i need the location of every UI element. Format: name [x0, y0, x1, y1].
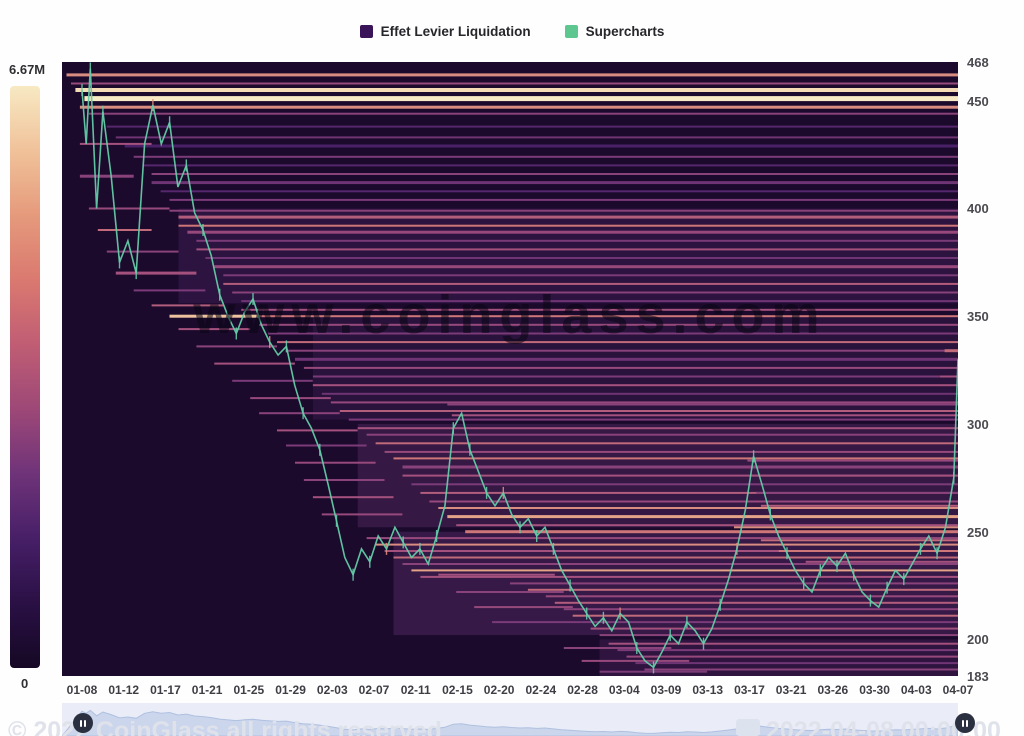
x-tick-label: 03-26 [817, 683, 849, 697]
legend-label-supercharts: Supercharts [585, 24, 665, 39]
legend-label-liquidation: Effet Levier Liquidation [380, 24, 531, 39]
y-tick-label: 250 [967, 524, 989, 540]
colorbar-min-label: 0 [21, 676, 29, 691]
colorbar-gradient [10, 86, 40, 668]
legend-swatch-liquidation-icon [359, 25, 373, 38]
y-tick-label: 400 [967, 201, 989, 217]
x-tick-label: 04-07 [942, 683, 974, 697]
x-tick-label: 03-17 [734, 683, 765, 697]
y-tick-label: 450 [967, 93, 989, 109]
x-tick-label: 01-17 [150, 683, 181, 697]
heatmap-canvas [66, 62, 958, 676]
y-tick-label: 350 [967, 309, 989, 325]
chart-legend: Effet Levier Liquidation Supercharts [0, 24, 1024, 39]
x-tick-label: 03-13 [692, 683, 724, 697]
legend-item-liquidation[interactable]: Effet Levier Liquidation [359, 24, 531, 39]
colorbar-max-label: 6.67M [9, 62, 46, 77]
x-tick-label: 02-15 [442, 683, 473, 697]
navigator-scrollbar[interactable] [61, 703, 959, 736]
x-tick-label: 02-28 [567, 683, 598, 697]
x-tick-label: 01-21 [191, 683, 223, 697]
navigator-area-chart [61, 709, 959, 736]
navigator-right-handle[interactable] [955, 713, 975, 733]
x-tick-label: 01-25 [233, 683, 265, 697]
y-tick-label: 300 [967, 416, 989, 432]
x-tick-label: 03-09 [650, 683, 682, 697]
x-tick-label: 02-24 [525, 683, 557, 697]
footer-logo-icon [736, 719, 760, 736]
x-tick-label: 02-07 [358, 683, 390, 697]
x-tick-label: 03-30 [859, 683, 890, 697]
x-tick-label: 02-03 [316, 683, 348, 697]
footer-timestamp: 2022-04-08 00:00:00 [766, 717, 1001, 736]
x-tick-label: 03-21 [775, 683, 807, 697]
x-tick-label: 02-20 [483, 683, 515, 697]
x-tick-label: 02-11 [400, 683, 431, 697]
y-tick-label: 468 [967, 55, 989, 70]
heatmap-plot[interactable]: www.coinglass.com [62, 62, 958, 676]
x-tick-label: 01-29 [275, 683, 306, 697]
x-tick-label: 01-12 [108, 683, 140, 697]
x-tick-label: 01-08 [66, 683, 98, 697]
legend-swatch-supercharts-icon [564, 25, 578, 38]
navigator-left-handle[interactable] [73, 713, 93, 733]
y-tick-label: 200 [967, 632, 989, 648]
x-tick-label: 03-04 [608, 683, 640, 697]
y-tick-label: 183 [967, 669, 989, 684]
x-tick-label: 04-03 [900, 683, 932, 697]
footer-copyright: © 2022 CoinGlass all rights reserved [8, 717, 442, 736]
legend-item-supercharts[interactable]: Supercharts [564, 24, 665, 39]
